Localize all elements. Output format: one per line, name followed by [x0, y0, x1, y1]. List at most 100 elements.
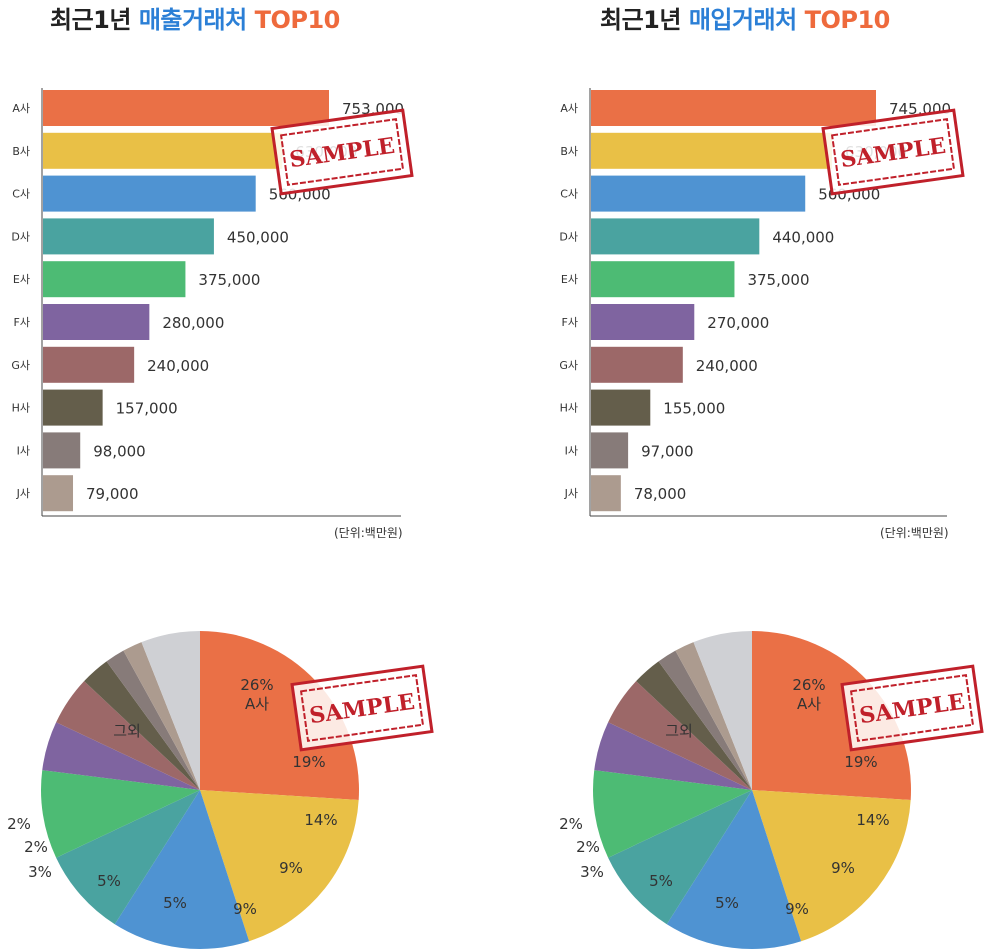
- category-label: E사: [13, 273, 30, 286]
- stamp-inner-border: [849, 674, 975, 742]
- slice-label: 19%: [844, 753, 877, 771]
- slice-label: 9%: [279, 859, 303, 877]
- sales-chart-title: 최근1년 매출거래처 TOP10: [50, 0, 340, 35]
- value-label: 375,000: [198, 271, 260, 289]
- purchase-chart-title: 최근1년 매입거래처 TOP10: [600, 0, 890, 35]
- pie-slice: [636, 661, 752, 790]
- bar: [591, 475, 621, 512]
- title-period: 최근1년: [600, 6, 681, 34]
- bar: [591, 175, 806, 212]
- slice-label: 2%: [576, 838, 600, 856]
- sample-stamp: SAMPLE: [821, 108, 965, 196]
- pie-slice: [752, 790, 911, 942]
- category-label: J사: [16, 487, 30, 500]
- bar: [43, 304, 150, 340]
- slice-label: 2%: [24, 838, 48, 856]
- category-label: B사: [560, 145, 578, 158]
- slice-label: 3%: [580, 863, 604, 881]
- value-label: 155,000: [663, 400, 725, 418]
- category-label: A사: [12, 102, 30, 115]
- bar: [43, 132, 283, 169]
- slice-label: 26%: [792, 676, 825, 694]
- category-label: F사: [562, 316, 578, 329]
- pie-slice: [123, 642, 200, 790]
- value-label: 98,000: [93, 442, 145, 460]
- category-label: E사: [561, 273, 578, 286]
- unit-label: (단위:백만원): [334, 526, 403, 540]
- pie-slice: [608, 790, 752, 925]
- value-label: 240,000: [147, 357, 209, 375]
- pie-slice: [675, 642, 752, 790]
- slice-label: 14%: [304, 811, 337, 829]
- bar: [591, 90, 876, 126]
- category-label: H사: [12, 402, 30, 415]
- bar: [591, 346, 683, 383]
- value-label: 97,000: [641, 442, 694, 460]
- slice-label: 5%: [649, 872, 673, 890]
- value-label: 79,000: [86, 485, 139, 503]
- value-label: 450,000: [227, 228, 289, 246]
- pie-slice: [608, 681, 752, 790]
- slice-label: 그외: [665, 722, 693, 740]
- category-label: C사: [12, 188, 30, 201]
- category-label: I사: [565, 444, 578, 457]
- sample-stamp: SAMPLE: [270, 108, 414, 196]
- slice-label: 2%: [559, 815, 583, 833]
- category-label: D사: [11, 230, 30, 243]
- bar: [43, 346, 135, 383]
- pie-slice: [114, 790, 250, 949]
- bar: [43, 175, 256, 212]
- slice-label: 9%: [831, 859, 855, 877]
- category-label: D사: [559, 230, 578, 243]
- value-label: 157,000: [116, 400, 178, 418]
- pie-slice: [200, 631, 359, 800]
- value-label: 270,000: [707, 314, 769, 332]
- slice-label: 9%: [233, 900, 257, 918]
- pie-slice: [594, 722, 752, 790]
- stamp-inner-border: [830, 118, 956, 186]
- slice-label: A사: [797, 695, 821, 713]
- bar: [43, 389, 103, 426]
- slice-label: 5%: [97, 872, 121, 890]
- bar: [591, 432, 629, 469]
- slice-label: 5%: [163, 894, 187, 912]
- unit-label: (단위:백만원): [880, 526, 949, 540]
- value-label: 78,000: [634, 485, 687, 503]
- bar: [591, 261, 735, 298]
- title-top10: TOP10: [254, 6, 341, 34]
- bar: [43, 261, 186, 298]
- category-label: I사: [17, 444, 30, 457]
- slice-label: 그외: [113, 722, 141, 740]
- slice-label: 3%: [28, 863, 52, 881]
- value-label: 440,000: [772, 228, 834, 246]
- bar: [43, 475, 74, 512]
- pie-slice: [658, 650, 752, 790]
- pie-slice: [42, 722, 201, 790]
- slice-label: 9%: [785, 900, 809, 918]
- pie-slice: [41, 770, 200, 858]
- slice-label: 5%: [715, 894, 739, 912]
- slice-label: A사: [245, 695, 269, 713]
- pie-slice: [200, 790, 359, 942]
- category-label: C사: [560, 188, 578, 201]
- category-label: B사: [12, 145, 30, 158]
- value-label: 375,000: [747, 271, 809, 289]
- category-label: J사: [564, 487, 578, 500]
- title-category: 매입거래처: [688, 6, 797, 34]
- category-label: F사: [14, 316, 30, 329]
- pie-slice: [106, 650, 200, 790]
- pie-slice: [141, 631, 200, 790]
- pie-slice: [666, 790, 802, 949]
- category-label: G사: [559, 359, 578, 372]
- pie-slice: [593, 770, 752, 858]
- pie-slice: [752, 631, 912, 800]
- slice-label: 26%: [240, 676, 273, 694]
- pie-slice: [56, 681, 200, 790]
- sample-stamp: SAMPLE: [290, 664, 434, 752]
- title-period: 최근1년: [50, 6, 131, 34]
- category-label: G사: [11, 359, 30, 372]
- pie-slice: [56, 790, 200, 925]
- bar: [591, 132, 833, 169]
- bar: [43, 90, 329, 126]
- pie-chart-1: 26%A사 19% 14% 9% 9% 5% 5% 그외 3% 2% 2%: [7, 631, 359, 949]
